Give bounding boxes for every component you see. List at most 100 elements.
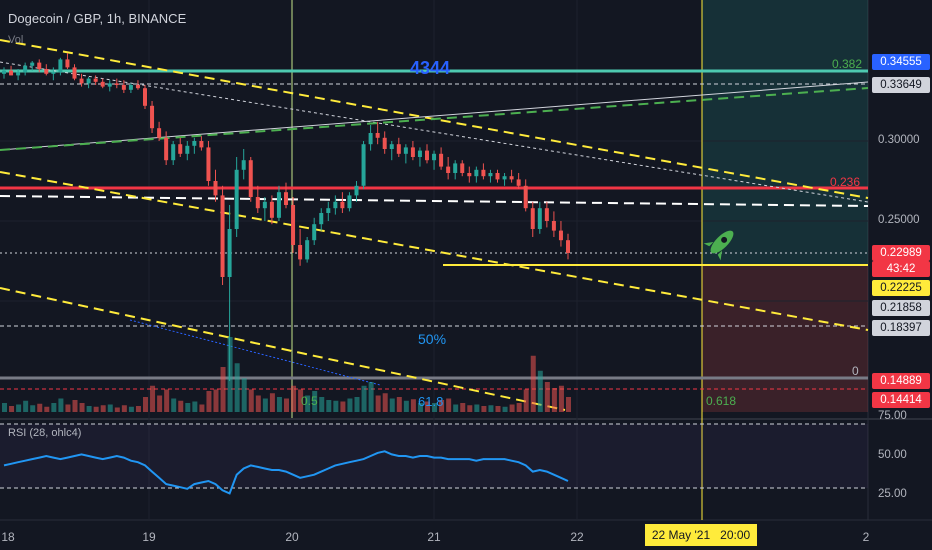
volume-bar <box>192 401 198 412</box>
candle <box>44 64 49 76</box>
countdown-tag: 43:42 <box>872 261 930 277</box>
annotation-4344: 4344 <box>410 58 451 78</box>
volume-bar <box>551 388 557 412</box>
volume-bar <box>312 391 318 412</box>
candle <box>495 169 500 183</box>
candle <box>558 221 563 247</box>
candle <box>446 157 451 180</box>
candle <box>65 53 70 69</box>
volume-bar <box>361 385 367 412</box>
volume-bar <box>213 389 219 412</box>
volume-bar <box>255 395 261 412</box>
volume-bar <box>51 403 57 412</box>
candle <box>530 201 535 237</box>
volume-bar <box>44 406 50 412</box>
rsi-label: RSI (28, ohlc4) <box>8 427 82 439</box>
volume-bar <box>58 398 64 412</box>
trendline-yellow-mid <box>0 171 869 331</box>
candle <box>128 83 133 93</box>
candle <box>9 65 14 76</box>
time-tick: 20 <box>285 530 299 544</box>
candle <box>340 192 345 213</box>
volume-bar <box>128 406 134 412</box>
volume-bar <box>171 398 177 412</box>
volume-bar <box>199 404 205 412</box>
candle <box>516 173 521 189</box>
volume-bar <box>396 397 402 412</box>
candle <box>16 69 21 81</box>
candle <box>269 195 274 225</box>
candle <box>206 141 211 186</box>
volume-bar <box>425 401 430 412</box>
volume-bar <box>523 389 529 412</box>
volume-bar <box>502 406 508 412</box>
candle <box>157 121 162 141</box>
candle <box>72 64 77 81</box>
volume-bar <box>234 363 240 412</box>
candle <box>432 150 437 170</box>
candle <box>121 80 126 93</box>
volume-bar <box>488 405 494 412</box>
candle <box>234 157 239 237</box>
volume-bar <box>150 385 156 412</box>
volume-bar <box>248 389 254 412</box>
candle <box>2 67 6 79</box>
volume-bar <box>107 404 113 412</box>
volume-bar <box>368 382 374 412</box>
candle <box>382 131 387 154</box>
price-tick: 0.25000 <box>878 214 920 226</box>
fib-label-0: 0 <box>852 364 859 378</box>
trendline-yellow-bottom <box>0 287 566 411</box>
volume-bar <box>558 385 564 412</box>
volume-bar <box>375 395 381 412</box>
volume-bar <box>382 393 388 412</box>
candle <box>354 181 359 202</box>
candle <box>30 61 35 71</box>
candle <box>284 182 288 209</box>
annotation-50-percent: 50% <box>418 331 447 347</box>
candle <box>474 166 479 183</box>
candle <box>417 147 422 167</box>
candle <box>86 77 91 89</box>
time-tick: 22 <box>570 530 584 544</box>
volume-bar <box>206 391 212 412</box>
last-price-tag: 0.22989 <box>872 245 930 261</box>
volume-bar <box>298 389 304 412</box>
price-tag: 0.14414 <box>872 392 930 408</box>
candle <box>453 160 458 180</box>
volume-bar <box>347 398 353 412</box>
candle <box>164 131 169 165</box>
volume-bar <box>439 400 445 412</box>
candle <box>248 157 253 202</box>
candle <box>537 201 542 234</box>
rocket-icon <box>703 230 734 261</box>
volume-bar <box>157 395 163 412</box>
volume-bar <box>276 397 282 412</box>
volume-bar <box>143 397 148 412</box>
volume-bar <box>446 398 452 412</box>
volume-bar <box>72 400 78 412</box>
volume-bar <box>544 382 550 412</box>
candle <box>227 205 232 381</box>
volume-bar <box>100 405 106 412</box>
candle <box>361 141 366 189</box>
volume-bar <box>340 401 346 412</box>
fib-label-0-236: 0.236 <box>830 175 861 189</box>
grid <box>0 0 868 520</box>
volume-bar <box>65 404 71 412</box>
candle <box>467 166 472 183</box>
trendline-blue-dotted <box>129 319 381 386</box>
volume-bar <box>114 407 120 412</box>
volume-bar <box>37 403 43 412</box>
trendline-green-dashed <box>0 87 869 151</box>
rsi-tick: 75.00 <box>878 410 907 422</box>
candle <box>544 201 549 228</box>
price-tick: 0.30000 <box>878 134 920 146</box>
volume-bar <box>86 406 92 412</box>
candle <box>143 85 147 109</box>
volume-bar <box>284 398 289 412</box>
candle <box>171 141 176 165</box>
volume-bar <box>432 403 438 412</box>
